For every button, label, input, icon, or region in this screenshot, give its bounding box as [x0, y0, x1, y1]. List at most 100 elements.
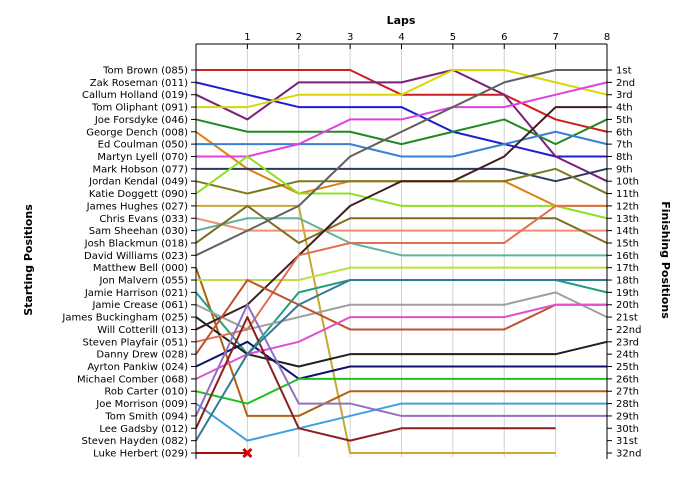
series-line: [195, 279, 607, 355]
finishing-position-label: 24th: [616, 350, 639, 361]
finishing-position-label: 10th: [616, 177, 639, 188]
finishing-position-label: 11th: [616, 189, 639, 200]
starting-position-label: Luke Herbert (029): [93, 449, 188, 460]
starting-position-label: Steven Playfair (051): [83, 337, 189, 348]
chart-title: Laps: [387, 14, 416, 27]
starting-position-label: Will Cotterill (013): [97, 325, 188, 336]
series-line: [196, 69, 608, 109]
lap-tick-label: 6: [501, 32, 507, 43]
lap-tick-label: 4: [398, 32, 404, 43]
finishing-position-label: 15th: [616, 238, 639, 249]
lap-tick-label: 1: [244, 32, 250, 43]
starting-position-label: Callum Holland (019): [82, 90, 188, 101]
starting-position-label: Matthew Bell (000): [93, 263, 188, 274]
finishing-position-label: 2nd: [616, 78, 635, 89]
finishing-position-label: 8th: [616, 152, 633, 163]
finishing-position-label: 22nd: [616, 325, 641, 336]
finishing-position-label: 26th: [616, 374, 639, 385]
starting-position-label: Jamie Crease (061): [91, 300, 188, 311]
starting-position-label: David Williams (023): [84, 251, 188, 262]
series-line: [195, 81, 607, 158]
lap-tick-label: 2: [296, 32, 302, 43]
starting-position-label: Tom Brown (085): [102, 66, 188, 77]
retired-marker: [242, 447, 253, 459]
starting-position-label: Rob Carter (010): [104, 387, 188, 398]
starting-position-label: Katie Doggett (090): [89, 189, 188, 200]
series-lines: [195, 69, 608, 454]
series-line: [196, 81, 608, 158]
starting-position-label: Sam Sheehan (030): [89, 226, 188, 237]
lap-tick-label: 5: [450, 32, 456, 43]
starting-position-label: Jordan Kendal (049): [88, 177, 188, 188]
series-line: [195, 204, 607, 343]
lap-tick-label: 3: [347, 32, 353, 43]
series-line: [195, 291, 608, 331]
finishing-position-label: 28th: [616, 399, 639, 410]
finishing-position-label: 14th: [616, 226, 639, 237]
starting-position-label: Ed Coulman (050): [98, 140, 188, 151]
finishing-position-label: 7th: [616, 140, 633, 151]
series-line: [195, 377, 607, 405]
series-line: [195, 69, 607, 257]
finishing-position-label: 31st: [616, 436, 638, 447]
finishing-position-label: 25th: [616, 362, 639, 373]
starting-position-label: Steven Hayden (082): [82, 436, 189, 447]
starting-position-label: Martyn Lyell (070): [97, 152, 188, 163]
right-axis-title: Finishing Positions: [659, 201, 672, 319]
series-line: [195, 316, 556, 442]
finishing-position-label: 5th: [616, 115, 633, 126]
series-line: [195, 217, 607, 232]
starting-position-label: Danny Drew (028): [96, 350, 188, 361]
finishing-position-label: 1st: [616, 66, 632, 77]
starting-position-label: Jon Malvern (055): [98, 276, 188, 287]
series-line: [195, 155, 608, 220]
starting-position-label: George Dench (008): [86, 127, 188, 138]
finishing-position-label: 17th: [616, 263, 639, 274]
finishing-position-label: 3rd: [616, 90, 633, 101]
starting-position-label: Joe Forsdyke (046): [94, 115, 188, 126]
starting-position-label: Chris Evans (033): [99, 214, 188, 225]
finishing-position-label: 29th: [616, 411, 639, 422]
series-line: [196, 204, 556, 454]
starting-position-label: Joe Morrison (009): [95, 399, 188, 410]
finishing-position-label: 13th: [616, 214, 639, 225]
lap-tick-label: 7: [552, 32, 558, 43]
finishing-position-label: 16th: [616, 251, 639, 262]
series-line: [195, 303, 607, 380]
series-line: [195, 279, 607, 442]
left-axis-title: Starting Positions: [22, 204, 35, 316]
finishing-position-label: 32nd: [616, 449, 641, 460]
series-line: [196, 266, 607, 282]
series-line: [196, 130, 608, 158]
series-line: [195, 316, 608, 368]
starting-position-label: Jamie Harrison (021): [84, 288, 188, 299]
starting-position-label: Tom Oliphant (091): [91, 103, 188, 114]
starting-position-label: Lee Gadsby (012): [99, 424, 188, 435]
finishing-position-label: 30th: [616, 424, 639, 435]
retired-markers: [242, 447, 253, 459]
starting-position-label: Mark Hobson (077): [92, 164, 188, 175]
finishing-position-label: 20th: [616, 300, 639, 311]
chart-axes: [191, 43, 612, 459]
starting-position-label: Michael Comber (068): [77, 374, 188, 385]
finishing-position-label: 21st: [616, 313, 638, 324]
position-labels: 1 2 3 4 5 6 7 8 Tom Brown (085)Zak Roseman (011)…: [61, 32, 641, 460]
series-line: [195, 267, 607, 417]
lap-tick-label: 8: [604, 32, 610, 43]
finishing-position-label: 27th: [616, 387, 639, 398]
finishing-position-label: 9th: [616, 164, 633, 175]
starting-position-label: James Hughes (027): [86, 201, 188, 212]
finishing-position-label: 12th: [616, 201, 639, 212]
finishing-position-label: 23rd: [616, 337, 639, 348]
chart-gridlines: [246, 44, 557, 457]
starting-position-label: Zak Roseman (011): [90, 78, 188, 89]
finishing-position-label: 19th: [616, 288, 639, 299]
starting-position-label: James Buckingham (025): [61, 313, 188, 324]
finishing-position-label: 18th: [616, 276, 639, 287]
finishing-position-label: 6th: [616, 127, 633, 138]
starting-position-label: Josh Blackmun (018): [84, 238, 188, 249]
series-line: [195, 402, 607, 442]
starting-position-label: Tom Smith (094): [104, 411, 188, 422]
finishing-position-label: 4th: [616, 103, 633, 114]
starting-position-label: Ayrton Pankiw (024): [87, 362, 188, 373]
